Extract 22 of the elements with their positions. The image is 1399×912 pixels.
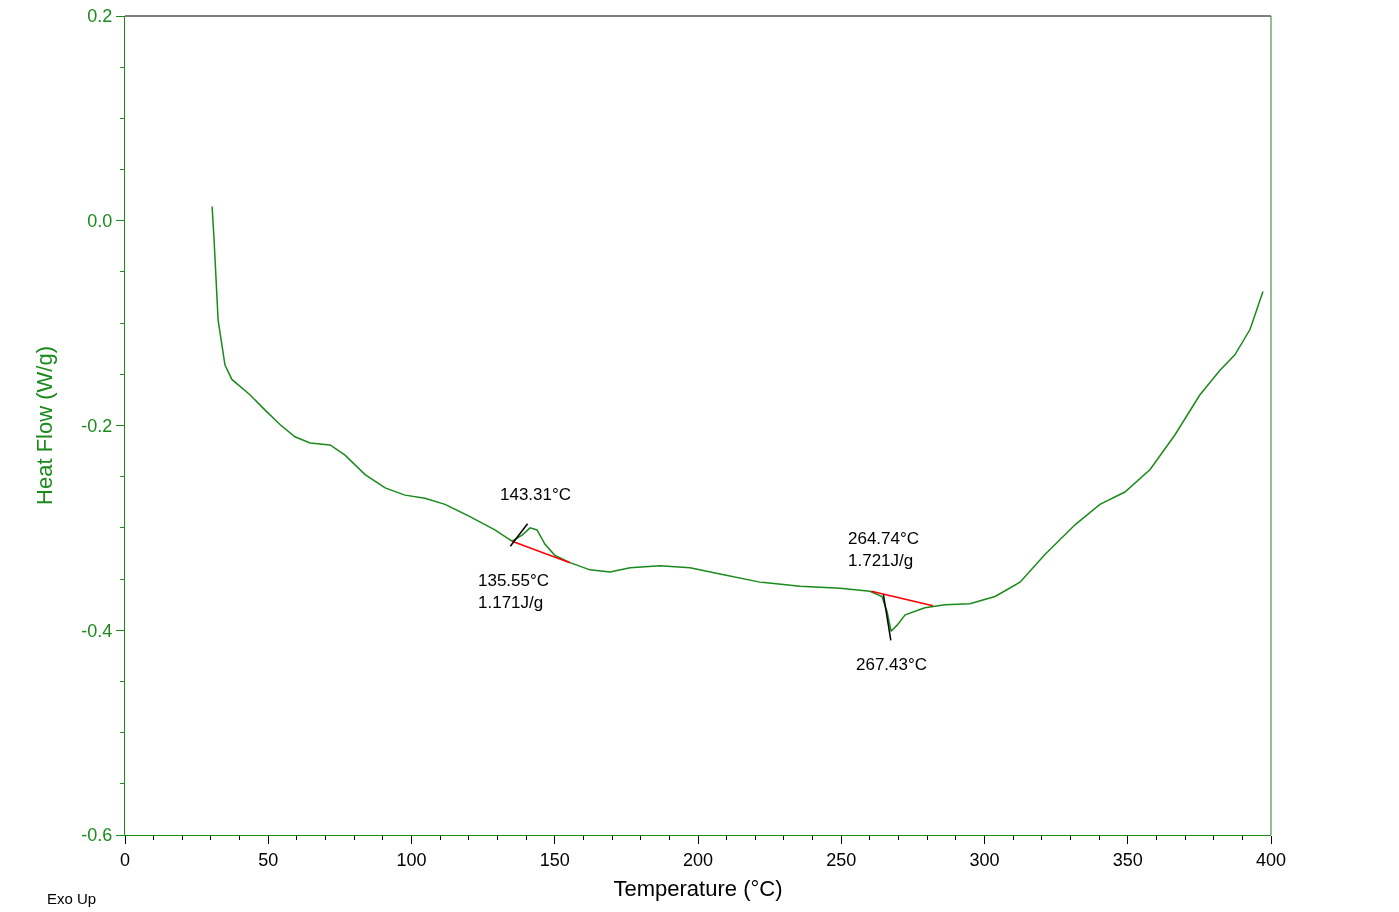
x-tick-label: 50 <box>258 849 279 870</box>
annotation: 264.74°C 1.721J/g <box>848 529 920 571</box>
y-tick-label: 0.0 <box>87 211 113 232</box>
text: Exo Up <box>47 890 97 907</box>
y-tick-label: -0.4 <box>81 620 113 641</box>
x-tick-label: 200 <box>682 849 714 870</box>
x-tick-label: 400 <box>1255 849 1287 870</box>
y-axis-title: Heat Flow (W/g) <box>32 346 58 505</box>
line-series <box>211 205 1264 633</box>
annotation: 143.31°C <box>500 485 572 504</box>
y-tick-label: -0.2 <box>81 415 113 436</box>
annotation: 267.43°C <box>856 655 928 674</box>
x-tick-label: 0 <box>119 849 131 870</box>
x-tick-label: 350 <box>1112 849 1143 870</box>
x-tick-label: 300 <box>969 849 1000 870</box>
x-tick-label: 150 <box>539 849 570 870</box>
x-tick-label: 250 <box>826 849 857 870</box>
y-tick-label: -0.6 <box>81 825 113 846</box>
x-axis-title: Temperature (°C) <box>613 876 783 902</box>
y-tick-label: 0.2 <box>87 6 113 27</box>
x-tick-label: 100 <box>396 849 427 870</box>
annotation: 135.55°C 1.171J/g <box>478 571 550 613</box>
